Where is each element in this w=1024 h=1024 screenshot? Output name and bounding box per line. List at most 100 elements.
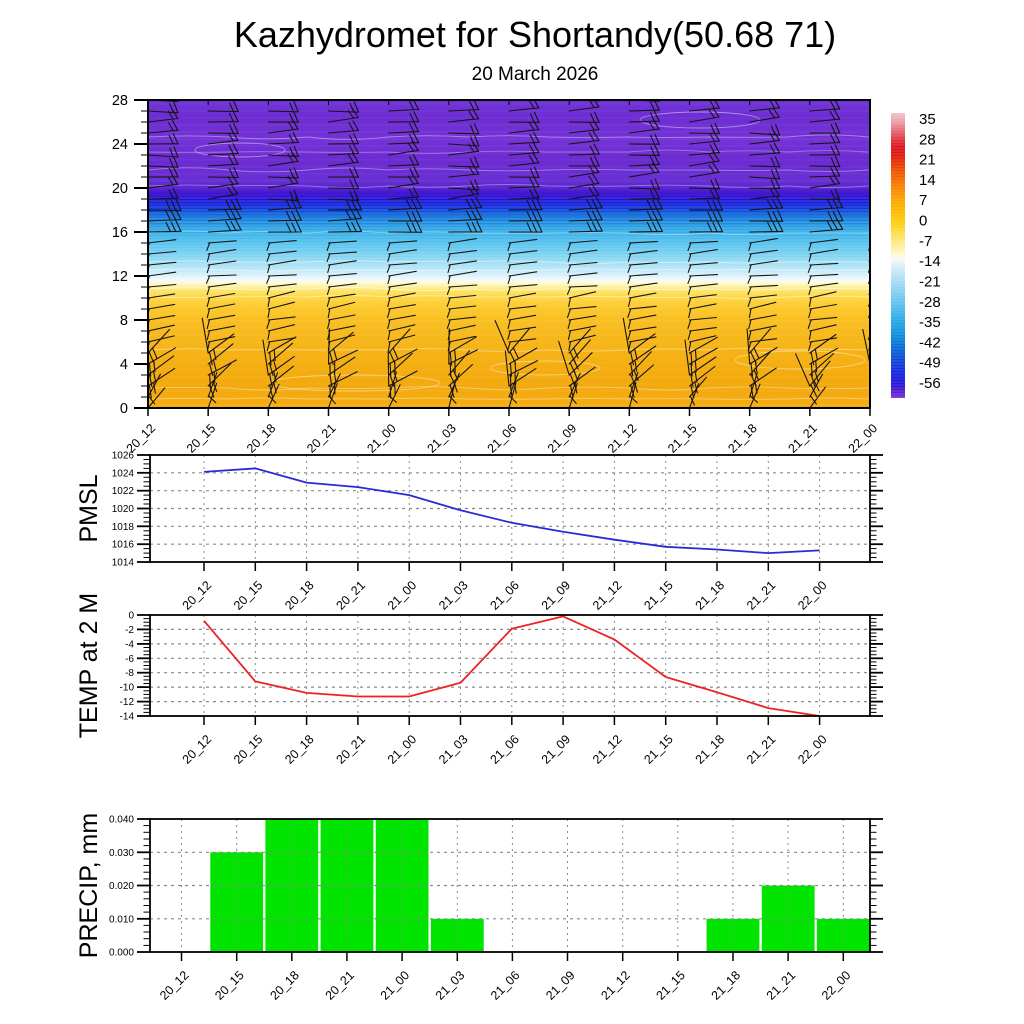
wind-barb [448,363,474,387]
wind-barb [568,339,591,365]
wind-barb [749,238,778,244]
precip-bar [430,918,484,953]
wind-barb [327,382,338,408]
wind-barb [327,251,357,255]
wind-barb [207,282,237,288]
wind-barb [568,285,598,288]
time-tick-label: 21_15 [641,578,676,613]
wind-barb [809,262,839,266]
time-tick-label: 20_21 [323,968,358,1003]
time-tick-label: 20_18 [267,968,302,1003]
time-tick-label: 21_21 [744,732,779,767]
wind-barb [749,284,779,288]
height-tick-label: 28 [112,93,128,109]
height-tick-label: 4 [120,357,128,373]
colorbar-tick-label: -14 [919,253,941,270]
time-tick-label: 21_21 [785,421,820,456]
wind-barb [388,240,418,244]
wind-barb [327,283,357,288]
pmsl-line [203,467,820,554]
wind-barb [267,301,296,310]
wind-barb [388,262,418,266]
time-tick-label: 21_18 [693,732,728,767]
wind-barb [568,328,591,354]
wind-barb [688,336,718,354]
time-tick-label: 22_00 [795,732,830,767]
height-tick-label: 8 [120,313,128,329]
wind-barb [448,250,478,255]
wind-barb [448,335,476,343]
wind-barb [628,351,652,376]
wind-barb [809,291,837,299]
wind-barb [869,405,870,408]
wind-barb [267,290,296,299]
cross-section-overlays [148,100,870,408]
time-tick-label: 21_09 [539,578,574,613]
wind-barb [749,301,777,310]
wind-barb [749,260,778,266]
value-tick-label: 1024 [112,468,135,479]
time-tick-label: 21_06 [487,732,522,767]
value-tick-label: 1022 [112,486,135,497]
wind-barb [327,331,354,354]
value-tick-label: -6 [125,654,134,665]
wind-barb [267,337,296,343]
wind-barb [688,240,719,244]
wind-barb [628,282,658,288]
wind-barb [388,314,416,321]
value-tick-label: 0 [128,611,134,622]
wind-barb [448,270,477,277]
wind-barb [508,250,538,255]
wind-barb [148,335,175,343]
wind-barb [628,314,657,321]
wind-barb [688,294,717,299]
wind-barb [388,384,401,408]
wind-barb [749,249,778,255]
wind-barb [448,238,478,244]
wind-barb [568,272,598,277]
wind-barb [628,382,637,408]
wind-barb [448,372,460,398]
wind-barb [628,262,658,266]
wind-barb [327,301,356,310]
wind-barb [327,325,356,332]
time-tick-label: 21_15 [641,732,676,767]
colorbar-tick-label: -21 [919,273,941,290]
pmsl-axis-title: PMSL [75,474,103,542]
colorbar-tick-label: -35 [919,314,941,331]
value-tick-label: 0.000 [109,948,134,959]
temp-at-2-m-axis-title: TEMP at 2 M [75,593,103,738]
time-tick-label: 21_03 [436,732,471,767]
wind-barb [809,273,839,277]
precip-mm-panel: 0.040 0.030 0.020 0.010 0.000 20_12 20_15 20_18… [75,813,883,1003]
wind-barb [388,249,417,255]
wind-barb [448,324,476,332]
wind-barb [267,250,297,255]
wind-barb [207,343,234,365]
time-tick-label: 21_18 [709,968,744,1003]
wind-barb [448,316,477,321]
wind-barb [749,371,759,398]
wind-barb [207,249,237,255]
time-tick-label: 21_09 [543,968,578,1003]
temperature-colorbar: 35 28 21 14 7 0 -7 -14 -21 -28 -35 -42 -49 -56 [891,111,941,398]
time-tick-label: 21_03 [433,968,468,1003]
wind-barb [628,292,657,299]
wind-barb [749,274,779,277]
wind-barb [448,294,477,299]
wind-barb [207,336,236,343]
time-tick-label: 21_00 [385,732,420,767]
wind-barb [688,335,717,343]
wind-barb [207,303,236,310]
time-tick-label: 21_18 [693,578,728,613]
precip-mm-axis-title: PRECIP, mm [75,813,103,958]
time-tick-label: 21_12 [590,732,625,767]
time-tick-label: 21_21 [744,578,779,613]
wind-barb [628,336,657,343]
pmsl-panel: 1026 1024 1022 1020 1018 1016 1014 20_12 20_15 20… [75,451,883,613]
wind-barb [448,260,478,266]
wind-barb [628,326,657,332]
wind-barb [508,372,519,398]
